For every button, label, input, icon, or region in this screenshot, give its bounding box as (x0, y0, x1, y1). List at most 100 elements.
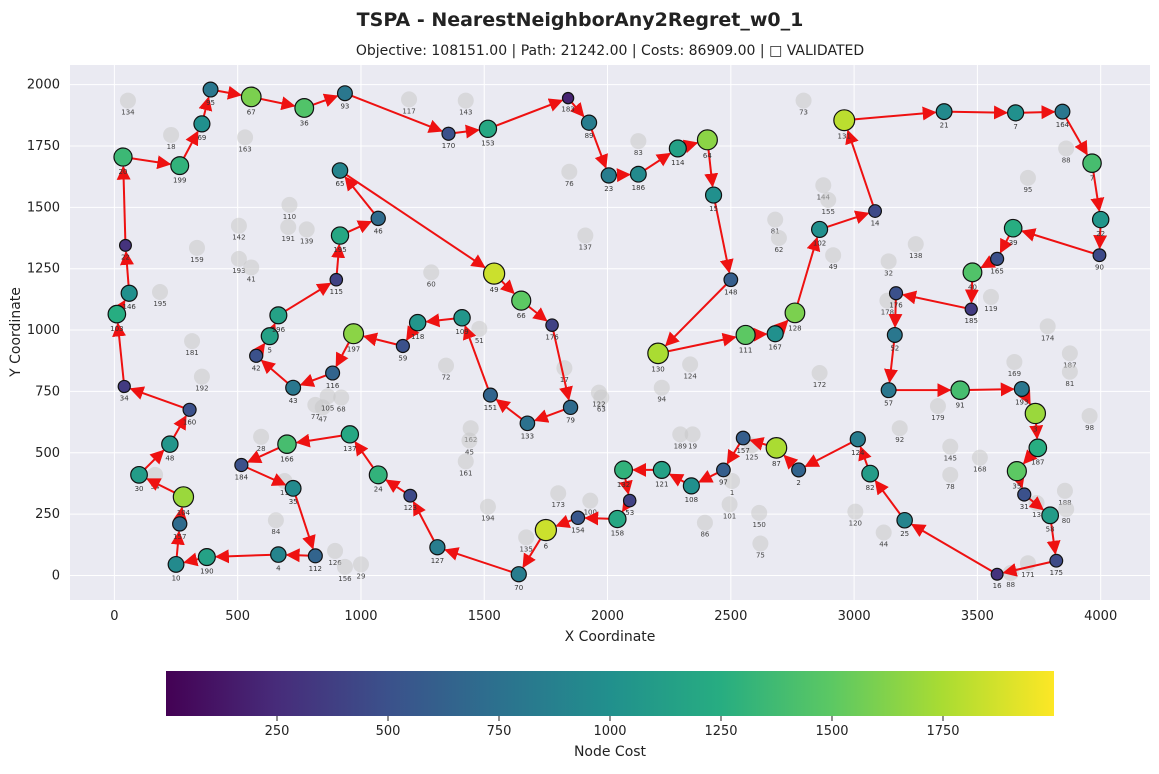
x-tick-label: 3500 (961, 609, 994, 624)
route-node-label: 176 (545, 333, 559, 341)
unselected-node (880, 253, 897, 270)
node-id-label: 19 (688, 442, 697, 450)
unselected-node (243, 259, 260, 276)
unselected-node (770, 230, 787, 247)
unselected-node (280, 218, 297, 235)
route-node (964, 302, 978, 316)
route-edge (214, 549, 279, 564)
route-edge (277, 282, 332, 317)
unselected-node (875, 524, 892, 541)
route-node (234, 457, 249, 473)
route-node (765, 436, 788, 459)
unselected-node (795, 92, 812, 109)
node-id-label: 169 (1008, 370, 1021, 378)
route-node-label: 165 (990, 267, 1003, 275)
route-node-label: 123 (404, 504, 417, 512)
route-node (343, 323, 365, 345)
unselected-node (230, 217, 247, 234)
unselected-node (230, 250, 247, 267)
route-node-label: 190 (200, 568, 213, 576)
route-node (130, 465, 148, 484)
unselected-node (298, 221, 315, 238)
route-node-label: 5 (267, 347, 271, 355)
node-id-label: 150 (752, 521, 765, 529)
route-edge (944, 105, 1009, 120)
route-node-label: 102 (813, 239, 826, 247)
node-id-label: 193 (232, 267, 245, 275)
node-id-label: 13 (1032, 511, 1041, 519)
route-node (307, 548, 323, 564)
route-node-label: 164 (1056, 121, 1070, 129)
unselected-node (767, 211, 784, 228)
x-tick-label: 2000 (591, 609, 624, 624)
unselected-node (237, 129, 254, 146)
route-node (270, 546, 287, 563)
route-node-label: 184 (235, 474, 249, 482)
colorbar (166, 671, 1054, 716)
unselected-nodes: 1341816311714376837388951441558162491383… (119, 91, 1098, 589)
node-id-label: 41 (247, 275, 256, 283)
route-node-label: 52 (890, 344, 899, 352)
unselected-node (457, 453, 474, 470)
route-node-label: 14 (871, 219, 880, 227)
route-node (1024, 402, 1047, 425)
unselected-node (1061, 363, 1078, 380)
node-id-label: 105 (321, 404, 334, 412)
route-node (172, 516, 188, 532)
node-id-label: 189 (674, 442, 687, 450)
unselected-node (267, 512, 284, 529)
unselected-node (971, 449, 988, 466)
unselected-node (281, 196, 298, 213)
y-tick-label: 1500 (27, 200, 60, 215)
route-node-label: 34 (120, 395, 129, 403)
y-tick-label: 250 (35, 507, 60, 522)
route-node (284, 479, 302, 497)
route-node (716, 462, 731, 478)
route-node-label: 23 (604, 185, 613, 193)
route-node (849, 431, 866, 448)
route-node-label: 116 (326, 382, 340, 390)
node-id-label: 145 (944, 455, 957, 463)
y-tick-label: 0 (52, 568, 60, 583)
route-node-label: 4 (276, 564, 281, 572)
route-edge (844, 106, 937, 122)
x-axis-label: X Coordinate (565, 629, 656, 645)
route-node (545, 318, 559, 332)
route-node (1054, 103, 1071, 120)
route-edge (804, 438, 859, 468)
route-node (896, 511, 913, 529)
route-node-label: 48 (165, 454, 174, 462)
x-tick-label: 4000 (1084, 609, 1117, 624)
unselected-node (457, 92, 474, 109)
route-node-label: 133 (521, 433, 534, 441)
route-node-label: 153 (481, 139, 494, 147)
unselected-node (193, 368, 210, 385)
route-node (269, 306, 288, 325)
route-node (1028, 438, 1048, 458)
node-id-label: 72 (442, 374, 451, 382)
route-node (534, 518, 558, 542)
route-node-label: 93 (340, 103, 349, 111)
route-edge (657, 332, 737, 355)
route-node-label: 7 (1013, 123, 1017, 131)
unselected-node (336, 558, 353, 575)
route-edge (901, 290, 972, 311)
route-node (766, 325, 784, 343)
route-node-label: 118 (411, 333, 424, 341)
route-node (120, 284, 138, 302)
unselected-node (684, 426, 701, 443)
route-node (249, 348, 264, 363)
route-edge (292, 488, 316, 550)
route-node (511, 290, 532, 311)
node-id-label: 94 (657, 396, 666, 404)
y-tick-label: 1000 (27, 323, 60, 338)
route-node (652, 460, 671, 479)
route-node-label: 65 (336, 180, 345, 188)
route-node-label: 22 (121, 253, 130, 261)
unselected-node (653, 379, 670, 396)
node-id-label: 47 (318, 415, 327, 423)
route-node (193, 115, 211, 133)
route-node (888, 286, 904, 301)
route-node-label: 157 (736, 447, 749, 455)
node-id-label: 81 (1065, 380, 1074, 388)
